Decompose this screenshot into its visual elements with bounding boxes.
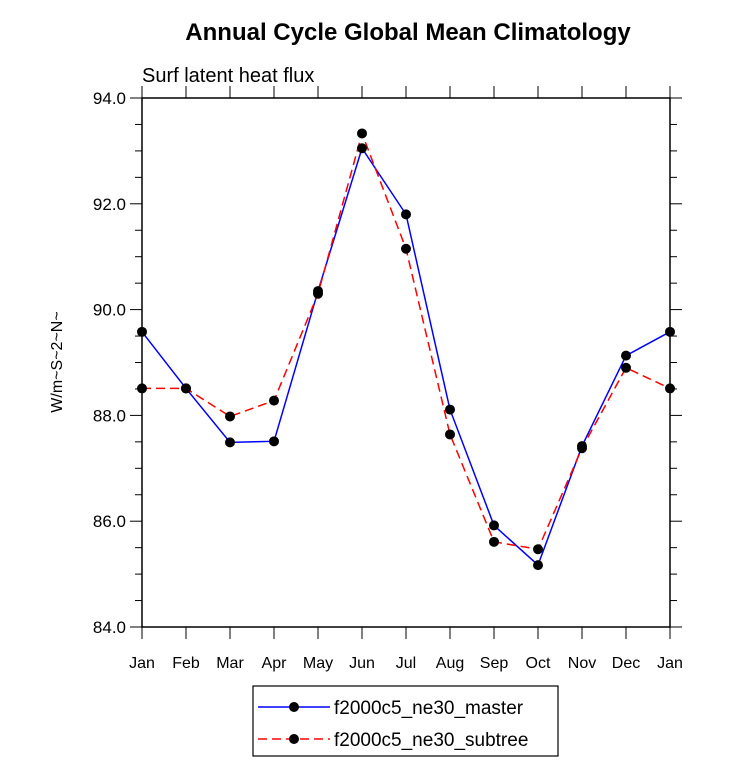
x-tick-label: Oct: [526, 655, 551, 672]
legend-box: [252, 685, 559, 757]
y-axis-label: W/m~S~2~N~: [49, 311, 66, 412]
y-tick-label: 84.0: [93, 618, 126, 637]
data-point: [665, 383, 675, 394]
y-tick-label: 88.0: [93, 406, 126, 425]
y-tick-label: 86.0: [93, 512, 126, 531]
y-tick-label: 90.0: [93, 301, 126, 320]
data-point: [225, 437, 235, 448]
data-point: [401, 209, 411, 220]
chart-subtitle: Surf latent heat flux: [142, 65, 314, 87]
data-point: [445, 429, 455, 440]
x-tick-label: Feb: [172, 655, 200, 672]
y-tick-label: 94.0: [93, 89, 126, 108]
legend-label: f2000c5_ne30_master: [334, 698, 524, 719]
data-point: [489, 536, 499, 547]
data-point: [225, 411, 235, 422]
data-point: [621, 362, 631, 373]
chart-title: Annual Cycle Global Mean Climatology: [185, 19, 631, 46]
plot-frame: [141, 97, 671, 628]
data-point: [665, 326, 675, 337]
data-point: [401, 243, 411, 254]
x-tick-label: Dec: [612, 655, 640, 672]
x-tick-label: Apr: [262, 655, 288, 672]
data-point: [621, 350, 631, 361]
data-point: [533, 544, 543, 555]
series-line-f2000c5_ne30_subtree: [142, 131, 671, 551]
legend-label: f2000c5_ne30_subtree: [334, 730, 528, 751]
data-point: [313, 288, 323, 299]
x-tick-label: Mar: [216, 655, 244, 672]
data-point: [181, 383, 191, 394]
x-tick-label: Nov: [568, 655, 596, 672]
x-tick-label: Sep: [480, 655, 509, 672]
y-tick-label: 92.0: [93, 195, 126, 214]
data-point: [357, 143, 367, 154]
data-point: [489, 520, 499, 531]
data-point: [577, 443, 587, 454]
data-point: [445, 404, 455, 415]
data-point: [137, 326, 147, 337]
legend: f2000c5_ne30_master f2000c5_ne30_subtree: [252, 685, 559, 757]
x-tick-label: Jul: [396, 655, 416, 672]
x-tick-label: Jan: [129, 655, 155, 672]
x-tick-label: Aug: [436, 655, 464, 672]
legend-marker: [289, 702, 299, 712]
x-tick-label: Jan: [657, 655, 683, 672]
data-point: [533, 560, 543, 571]
x-tick-label: May: [303, 655, 333, 672]
data-point: [269, 395, 279, 406]
data-point: [269, 436, 279, 447]
legend-marker: [289, 734, 299, 744]
data-point: [357, 128, 367, 139]
data-point: [137, 383, 147, 394]
x-tick-label: Jun: [349, 655, 375, 672]
